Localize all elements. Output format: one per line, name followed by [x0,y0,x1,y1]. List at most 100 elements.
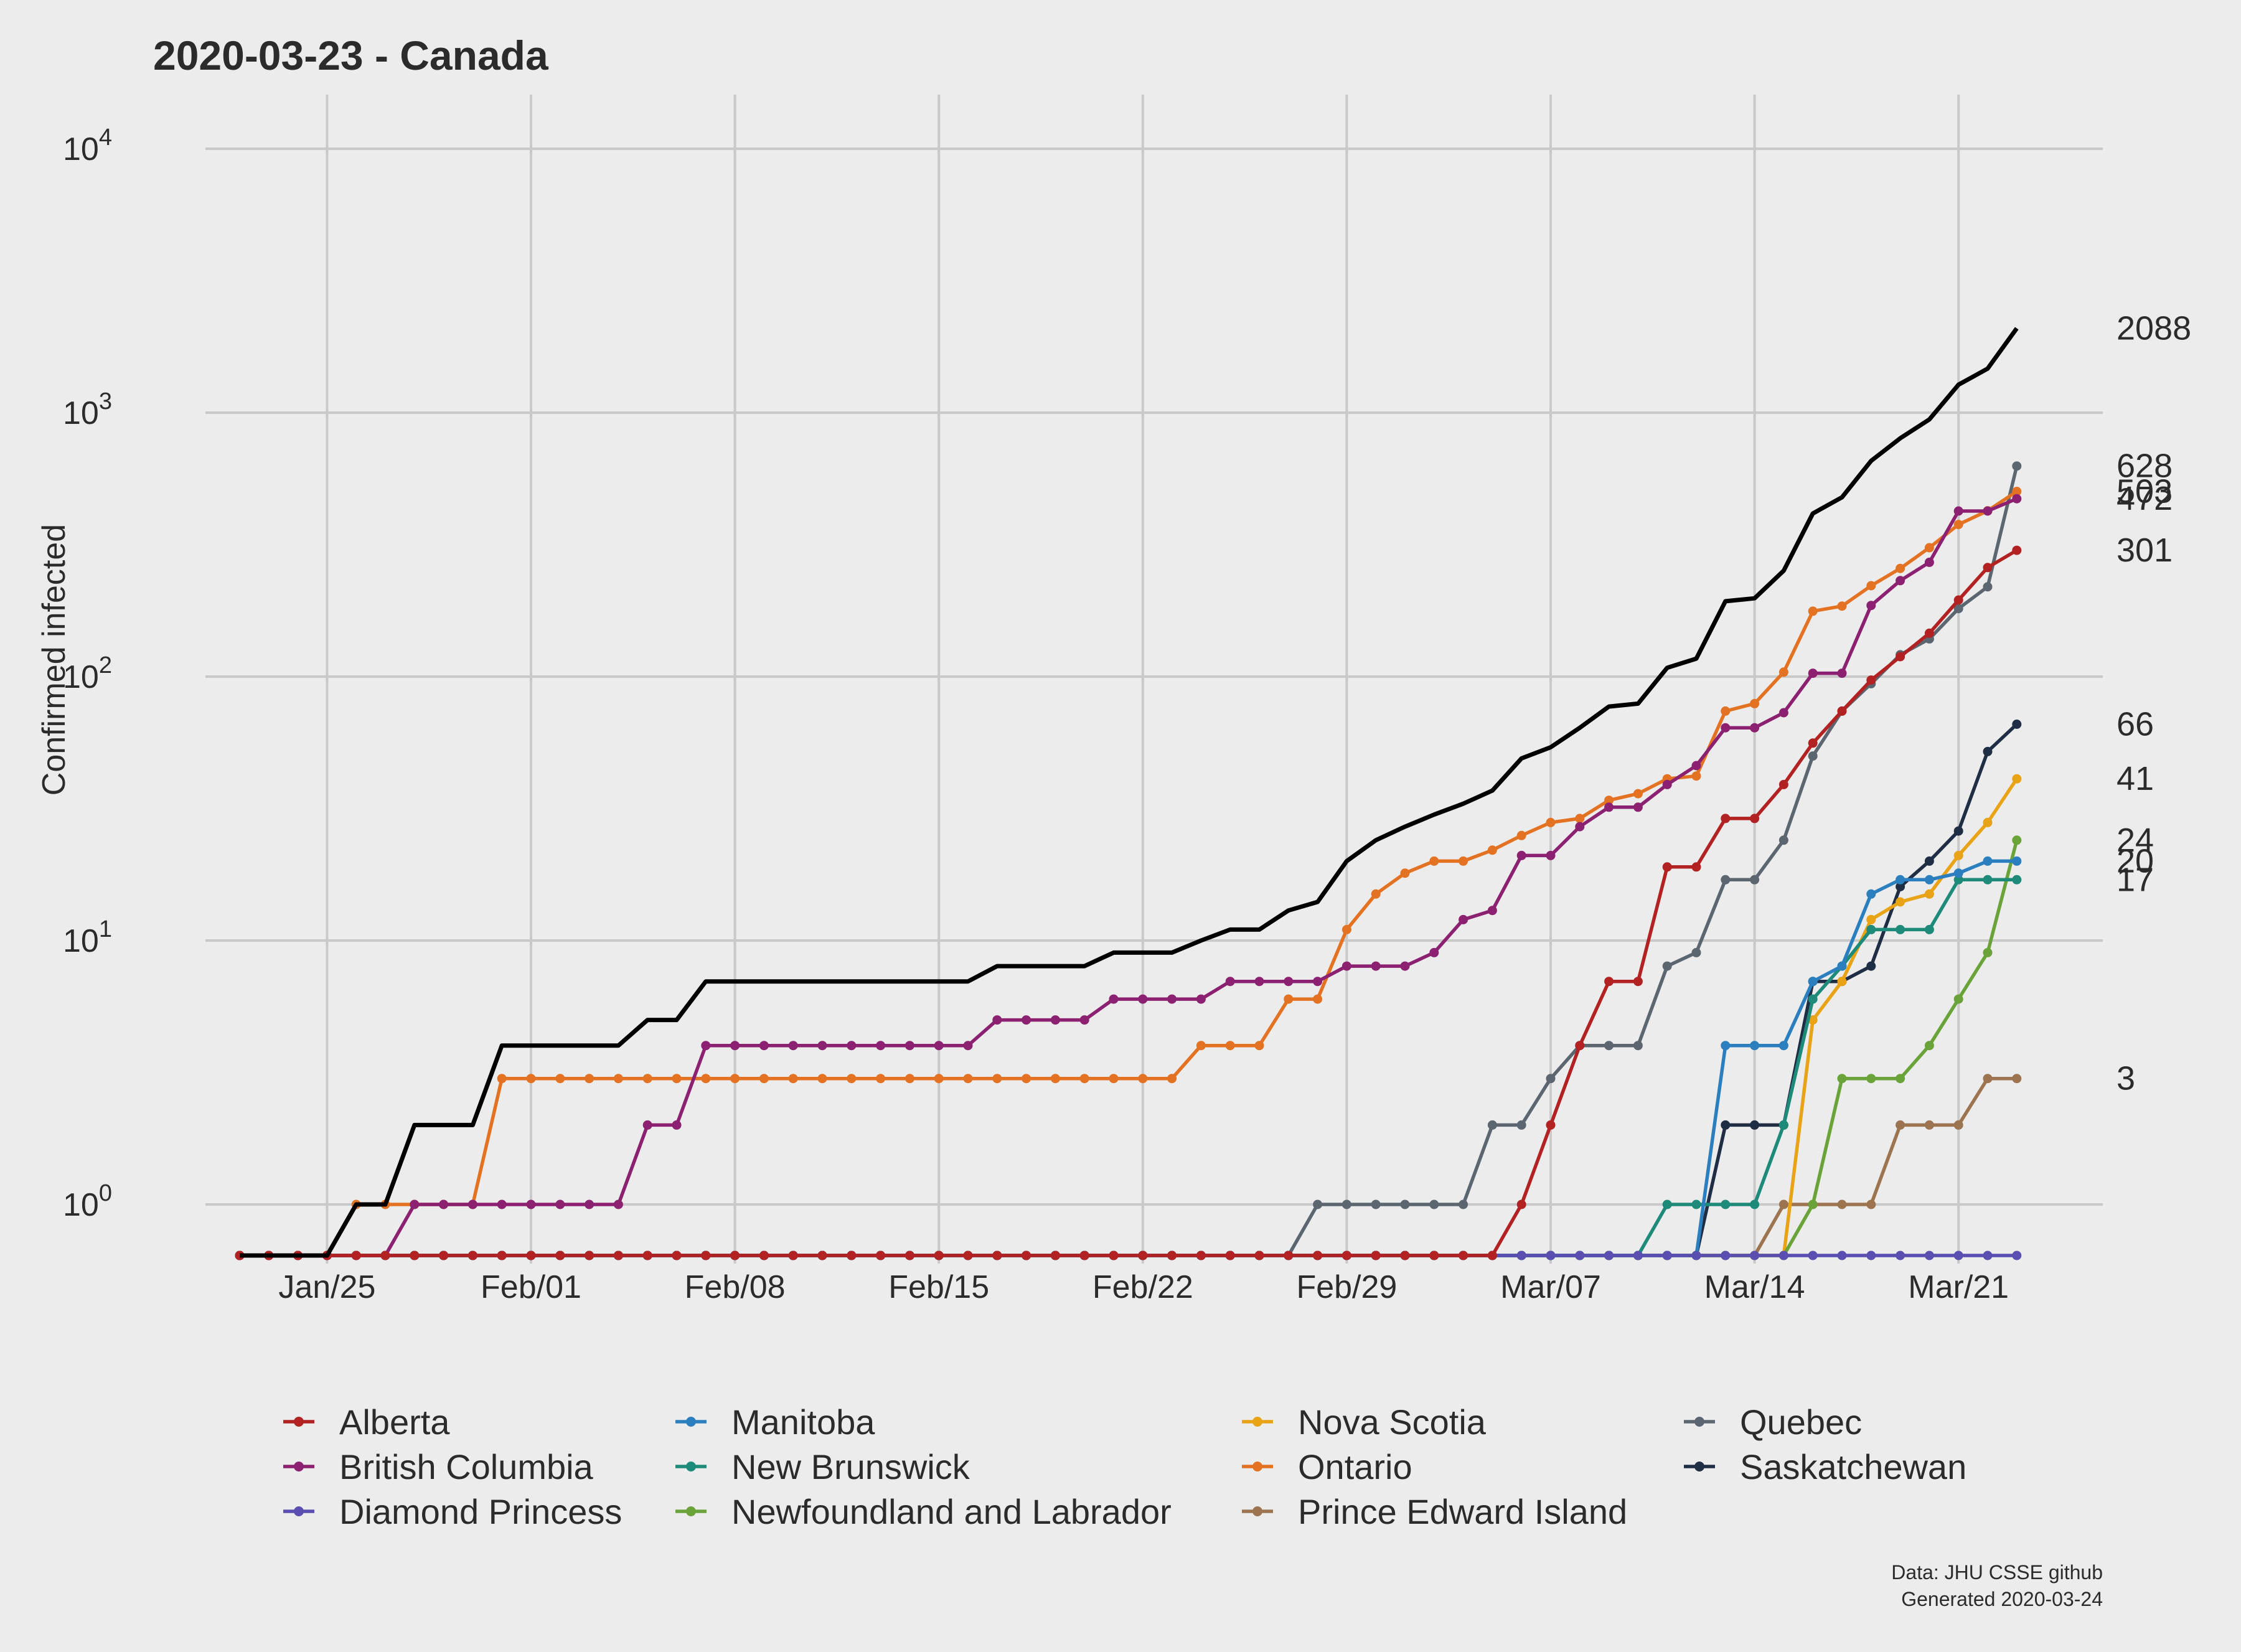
caption-line-2: Generated 2020-03-24 [1901,1588,2103,1610]
legend-marker [1694,1417,1704,1427]
end-label: 472 [2116,480,2173,517]
data-point [1808,669,1818,678]
data-point [2012,545,2022,555]
data-point [1837,669,1847,678]
data-point [1022,1251,1031,1260]
data-point [1633,802,1643,812]
data-point [788,1251,798,1260]
legend-marker [1252,1506,1262,1516]
data-point [1429,856,1439,866]
data-point [701,1041,711,1051]
y-tick-base: 10 [63,131,99,167]
data-point [1866,924,1876,934]
data-point [992,1074,1002,1084]
data-point [1167,1251,1177,1260]
legend-item: New Brunswick [675,1447,970,1486]
data-point [1459,1199,1468,1209]
data-point [1079,1251,1089,1260]
data-point [2012,1074,2022,1084]
data-point [1808,606,1818,616]
data-point [1750,1041,1760,1051]
data-point [1254,1251,1264,1260]
data-point [1400,868,1410,878]
data-point [817,1041,827,1051]
data-point [1750,698,1760,708]
series-line [240,497,2018,1257]
data-point [1109,1074,1119,1084]
data-point [1459,914,1468,924]
data-point [1662,1251,1672,1260]
data-point [1866,889,1876,899]
legend-label: Newfoundland and Labrador [731,1492,1172,1531]
data-point [1604,802,1614,812]
data-point [1691,771,1701,781]
data-point [1896,1251,1905,1260]
data-point [934,1041,944,1051]
data-point [1866,1199,1876,1209]
data-point [2012,487,2022,496]
end-label: 2088 [2116,309,2191,347]
end-label: 20 [2116,842,2154,880]
data-point [2012,1251,2022,1260]
data-point [1284,977,1294,987]
legend: Alberta British Columbia Diamond Princess M… [283,1402,1966,1531]
data-point [1487,1251,1497,1260]
data-point [526,1251,536,1260]
data-point [1400,1251,1410,1260]
data-point [1953,826,1963,836]
plot-area [235,327,2022,1260]
data-point [1516,1251,1526,1260]
data-point [1050,1251,1060,1260]
legend-item: Saskatchewan [1684,1447,1966,1486]
data-point [1778,1120,1788,1130]
data-point [1924,889,1934,899]
legend-item: Manitoba [675,1402,875,1442]
legend-label: Diamond Princess [339,1492,622,1531]
data-point [1953,520,1963,530]
data-point [1924,1041,1934,1051]
y-tick-exponent: 3 [99,388,112,415]
data-point [526,1074,536,1084]
y-tick-exponent: 2 [99,652,112,678]
data-point [1109,994,1119,1004]
data-point [1575,822,1585,832]
data-point [497,1199,507,1209]
grid [205,95,2103,1264]
data-point [1691,862,1701,872]
data-point [1138,994,1148,1004]
data-point [1079,1074,1089,1084]
data-point [1983,1251,1993,1260]
data-point [1924,543,1934,553]
data-point [1633,1041,1643,1051]
y-tick-label: 101 [63,916,112,959]
y-tick-label: 100 [63,1180,112,1223]
y-tick-label: 104 [63,124,112,167]
legend-marker [294,1417,304,1427]
y-tick-label: 103 [63,388,112,431]
data-point [817,1251,827,1260]
data-point [1633,977,1643,987]
data-point [613,1199,623,1209]
data-point [1400,961,1410,971]
y-tick-exponent: 1 [99,916,112,942]
data-point [1866,961,1876,971]
data-point [1953,1120,1963,1130]
data-point [1808,751,1818,761]
data-point [1341,961,1351,971]
data-point [1284,994,1294,1004]
data-point [1953,850,1963,860]
data-point [1575,1251,1585,1260]
data-point [1866,1074,1876,1084]
legend-marker [686,1417,696,1427]
legend-item: Prince Edward Island [1242,1492,1627,1531]
y-tick-label: 102 [63,652,112,695]
chart-title: 2020-03-23 - Canada [153,32,549,78]
data-point [410,1251,420,1260]
data-point [1953,875,1963,885]
data-point [1750,875,1760,885]
data-point [759,1041,769,1051]
x-tick-label: Feb/22 [1092,1269,1193,1305]
end-label: 3 [2116,1060,2135,1097]
data-point [992,1251,1002,1260]
